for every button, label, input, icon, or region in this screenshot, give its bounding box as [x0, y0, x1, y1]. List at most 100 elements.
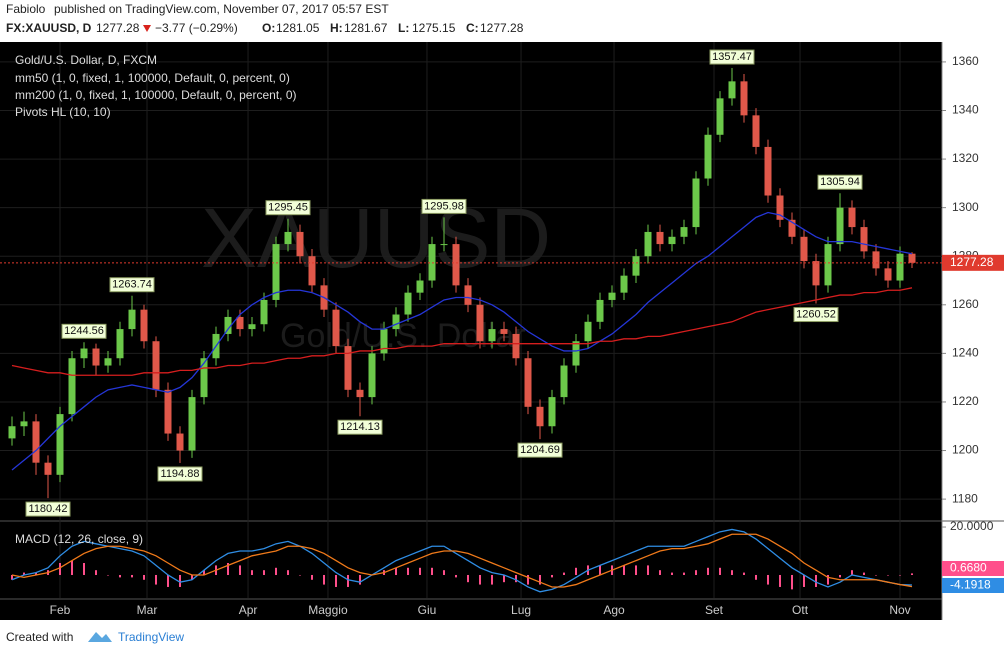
candle-body	[296, 231, 304, 257]
macd-histogram-bar	[515, 574, 517, 583]
ohlc-value: 1281.05	[276, 21, 320, 35]
pivot-box	[337, 419, 383, 435]
candle-body	[644, 231, 652, 257]
legend-mm200: mm200 (1, 0, fixed, 1, 100000, Default, …	[15, 88, 297, 102]
macd-histogram-bar	[263, 570, 265, 575]
candle-body	[872, 251, 880, 269]
y-tick-label: 1240	[952, 346, 979, 360]
macd-histogram-bar	[83, 562, 85, 575]
candle-body	[572, 341, 580, 366]
macd-histogram-bar	[323, 574, 325, 585]
candle-body	[68, 358, 76, 415]
x-tick-label: Apr	[239, 603, 258, 617]
macd-histogram-bar	[143, 574, 145, 580]
macd-histogram-bar	[623, 565, 625, 575]
macd-histogram-bar	[755, 574, 757, 580]
x-tick-label: Giu	[418, 603, 437, 617]
x-tick-label: Set	[705, 603, 724, 617]
macd-histogram-bar	[23, 572, 25, 575]
macd-histogram-bar	[11, 574, 13, 580]
candle-body	[428, 244, 436, 281]
down-arrow	[143, 25, 151, 32]
macd-value-box	[942, 578, 1004, 593]
ohlc-value: 1281.67	[344, 21, 388, 35]
last-price: 1277.28	[96, 21, 140, 35]
macd-histogram-bar	[635, 565, 637, 575]
plot	[8, 68, 916, 593]
macd-value-box	[942, 561, 1004, 576]
candle-body	[380, 329, 388, 354]
legend-pivots: Pivots HL (10, 10)	[15, 105, 111, 119]
macd-histogram-bar	[779, 574, 781, 587]
macd-histogram-bar	[599, 565, 601, 575]
candle-body	[272, 244, 280, 300]
macd-histogram-bar	[275, 567, 277, 575]
macd-histogram-bar	[179, 574, 181, 587]
candle-body	[836, 207, 844, 245]
candle-body	[812, 261, 820, 286]
macd-histogram-bar	[287, 570, 289, 575]
macd-histogram-bar	[227, 562, 229, 575]
candle-body	[92, 348, 100, 366]
macd-histogram-bar	[59, 562, 61, 575]
macd-histogram-bar	[191, 574, 193, 580]
candle-body	[536, 406, 544, 427]
macd-value-label: 0.6680	[950, 561, 987, 575]
footer-brand[interactable]: TradingView	[118, 630, 184, 644]
candle-body	[308, 256, 316, 286]
macd-histogram-bar	[899, 574, 901, 576]
macd-histogram-bar	[839, 574, 841, 578]
pivot-label: 1260.52	[796, 308, 836, 320]
moving-average	[11, 287, 913, 376]
y-tick-label: 20.0000	[950, 519, 994, 533]
macd-histogram-bar	[791, 574, 793, 590]
macd-line	[11, 528, 913, 593]
macd-histogram-bar	[671, 572, 673, 575]
macd-histogram-bar	[827, 574, 829, 585]
legend-mm50: mm50 (1, 0, fixed, 1, 100000, Default, 0…	[15, 71, 290, 85]
macd-histogram-bar	[551, 574, 553, 578]
pivot-label: 1357.47	[712, 51, 752, 63]
pivot-box	[793, 307, 839, 323]
candle-body	[32, 421, 40, 463]
candle-body	[512, 333, 520, 359]
candle-body	[632, 256, 640, 276]
ohlc-label: C:	[466, 21, 479, 35]
candle-body	[188, 397, 196, 451]
candle-body	[584, 321, 592, 342]
candle-body	[884, 268, 892, 281]
candle-body	[440, 244, 448, 246]
x-tick-label: Nov	[889, 603, 910, 617]
candle-body	[236, 316, 244, 330]
macd-histogram-bar	[491, 574, 493, 585]
macd-histogram-bar	[431, 567, 433, 575]
macd-line	[11, 533, 913, 588]
pivot-label: 1204.69	[520, 444, 560, 456]
x-tick-label: Feb	[50, 603, 71, 617]
x-tick-label: Maggio	[308, 603, 348, 617]
pivot-box	[421, 198, 467, 214]
candle-body	[104, 358, 112, 366]
macd-histogram-bar	[563, 572, 565, 575]
macd-histogram-bar	[35, 572, 37, 575]
macd-histogram-bar	[359, 574, 361, 585]
macd-histogram-bar	[335, 574, 337, 587]
candle-body	[80, 348, 88, 359]
candle-body	[116, 329, 124, 359]
candle-body	[392, 314, 400, 330]
candle-body	[404, 292, 412, 315]
change: −3.77 (−0.29%)	[155, 21, 238, 35]
candle-body	[596, 299, 604, 322]
macd-histogram-bar	[407, 567, 409, 575]
candle-body	[500, 329, 508, 334]
macd-histogram-bar	[71, 560, 73, 575]
macd-histogram-bar	[299, 574, 301, 576]
y-tick-label: 1180	[952, 491, 978, 505]
macd-histogram-bar	[743, 572, 745, 575]
watermark-subtitle: Gold/U.S. Dollar	[280, 317, 526, 355]
ohlc-value: 1277.28	[480, 21, 524, 35]
macd-histogram-bar	[911, 573, 913, 575]
pivot-label: 1295.98	[424, 200, 464, 212]
y-tick-label: 1340	[952, 103, 979, 117]
